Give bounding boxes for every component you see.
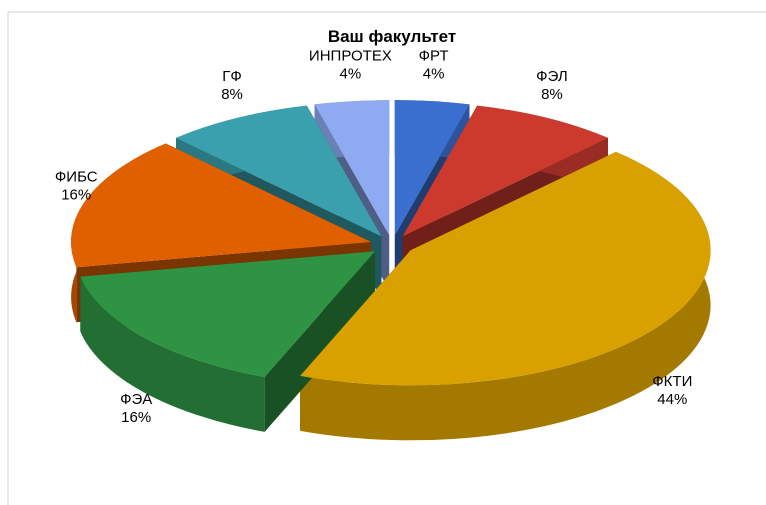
slice-label: ФКТИ [652,373,692,390]
slice [71,143,372,268]
slice-value-label: 4% [423,65,445,82]
slice [300,151,711,386]
slice-label: ФРТ [419,47,449,64]
slice-value-label: 8% [221,86,243,103]
slice-value-label: 44% [657,391,687,408]
slice-label: ФИБС [55,168,98,185]
slice-value-label: 8% [541,86,563,103]
slice-value-label: 16% [61,186,91,203]
slice [314,100,390,236]
slice-label: ФЭЛ [536,68,568,85]
chart-title: Ваш факультет [328,27,456,46]
slice-value-label: 16% [121,409,151,426]
slice-wall [80,276,265,432]
slice-label: ГФ [222,68,242,85]
slice [402,105,608,237]
slice [176,105,382,237]
slice-tops [71,100,711,386]
slice-label: ФЭА [120,391,152,408]
slice-wall [300,151,711,441]
slice-label: ИНПРОТЕХ [309,47,392,64]
slice [394,100,470,236]
slice [80,251,376,377]
slice-value-label: 4% [340,65,362,82]
